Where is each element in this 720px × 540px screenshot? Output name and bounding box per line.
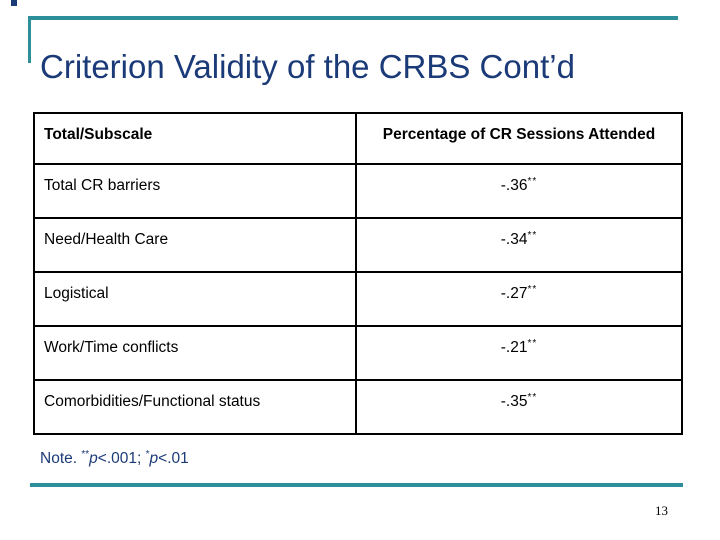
table-row: Need/Health Care -.34** (33, 217, 683, 273)
table-row: Comorbidities/Functional status -.35** (33, 379, 683, 435)
correlation-value: -.36 (500, 177, 528, 194)
table-header-row: Total/Subscale Percentage of CR Sessions… (33, 112, 683, 165)
table-row: Logistical -.27** (33, 271, 683, 327)
note-threshold-001: <.001; (97, 450, 146, 467)
row-label: Need/Health Care (33, 217, 357, 273)
significance-stars: ** (527, 229, 538, 241)
significance-note: Note. **p<.001; *p<.01 (40, 448, 189, 468)
correlation-value: -.21 (500, 339, 528, 356)
note-stars-001: ** (81, 448, 90, 460)
row-value: -.34** (355, 217, 683, 273)
corner-accent-square (11, 0, 17, 6)
note-p-italic: p (89, 450, 98, 467)
correlation-table: Total/Subscale Percentage of CR Sessions… (33, 112, 683, 435)
header-percentage-sessions: Percentage of CR Sessions Attended (355, 112, 683, 165)
significance-stars: ** (527, 391, 538, 403)
page-number: 13 (655, 503, 668, 518)
header-total-subscale: Total/Subscale (33, 112, 357, 165)
note-threshold-01: <.01 (158, 450, 189, 467)
row-value: -.35** (355, 379, 683, 435)
row-label: Total CR barriers (33, 163, 357, 219)
title-left-accent-bar (28, 16, 31, 63)
table-row: Total CR barriers -.36** (33, 163, 683, 219)
slide-title: Criterion Validity of the CRBS Cont’d (40, 48, 575, 86)
row-value: -.21** (355, 325, 683, 381)
table-row: Work/Time conflicts -.21** (33, 325, 683, 381)
row-label: Work/Time conflicts (33, 325, 357, 381)
note-prefix: Note. (40, 450, 82, 467)
note-p-italic: p (149, 450, 159, 467)
correlation-value: -.35 (500, 393, 528, 410)
footer-rule (30, 483, 683, 487)
row-label: Comorbidities/Functional status (33, 379, 357, 435)
row-value: -.27** (355, 271, 683, 327)
row-value: -.36** (355, 163, 683, 219)
significance-stars: ** (527, 175, 538, 187)
significance-stars: ** (527, 337, 538, 349)
title-top-rule (28, 16, 678, 20)
correlation-value: -.34 (500, 231, 528, 248)
significance-stars: ** (527, 283, 538, 295)
note-star-01: * (145, 448, 150, 460)
correlation-value: -.27 (500, 285, 528, 302)
row-label: Logistical (33, 271, 357, 327)
